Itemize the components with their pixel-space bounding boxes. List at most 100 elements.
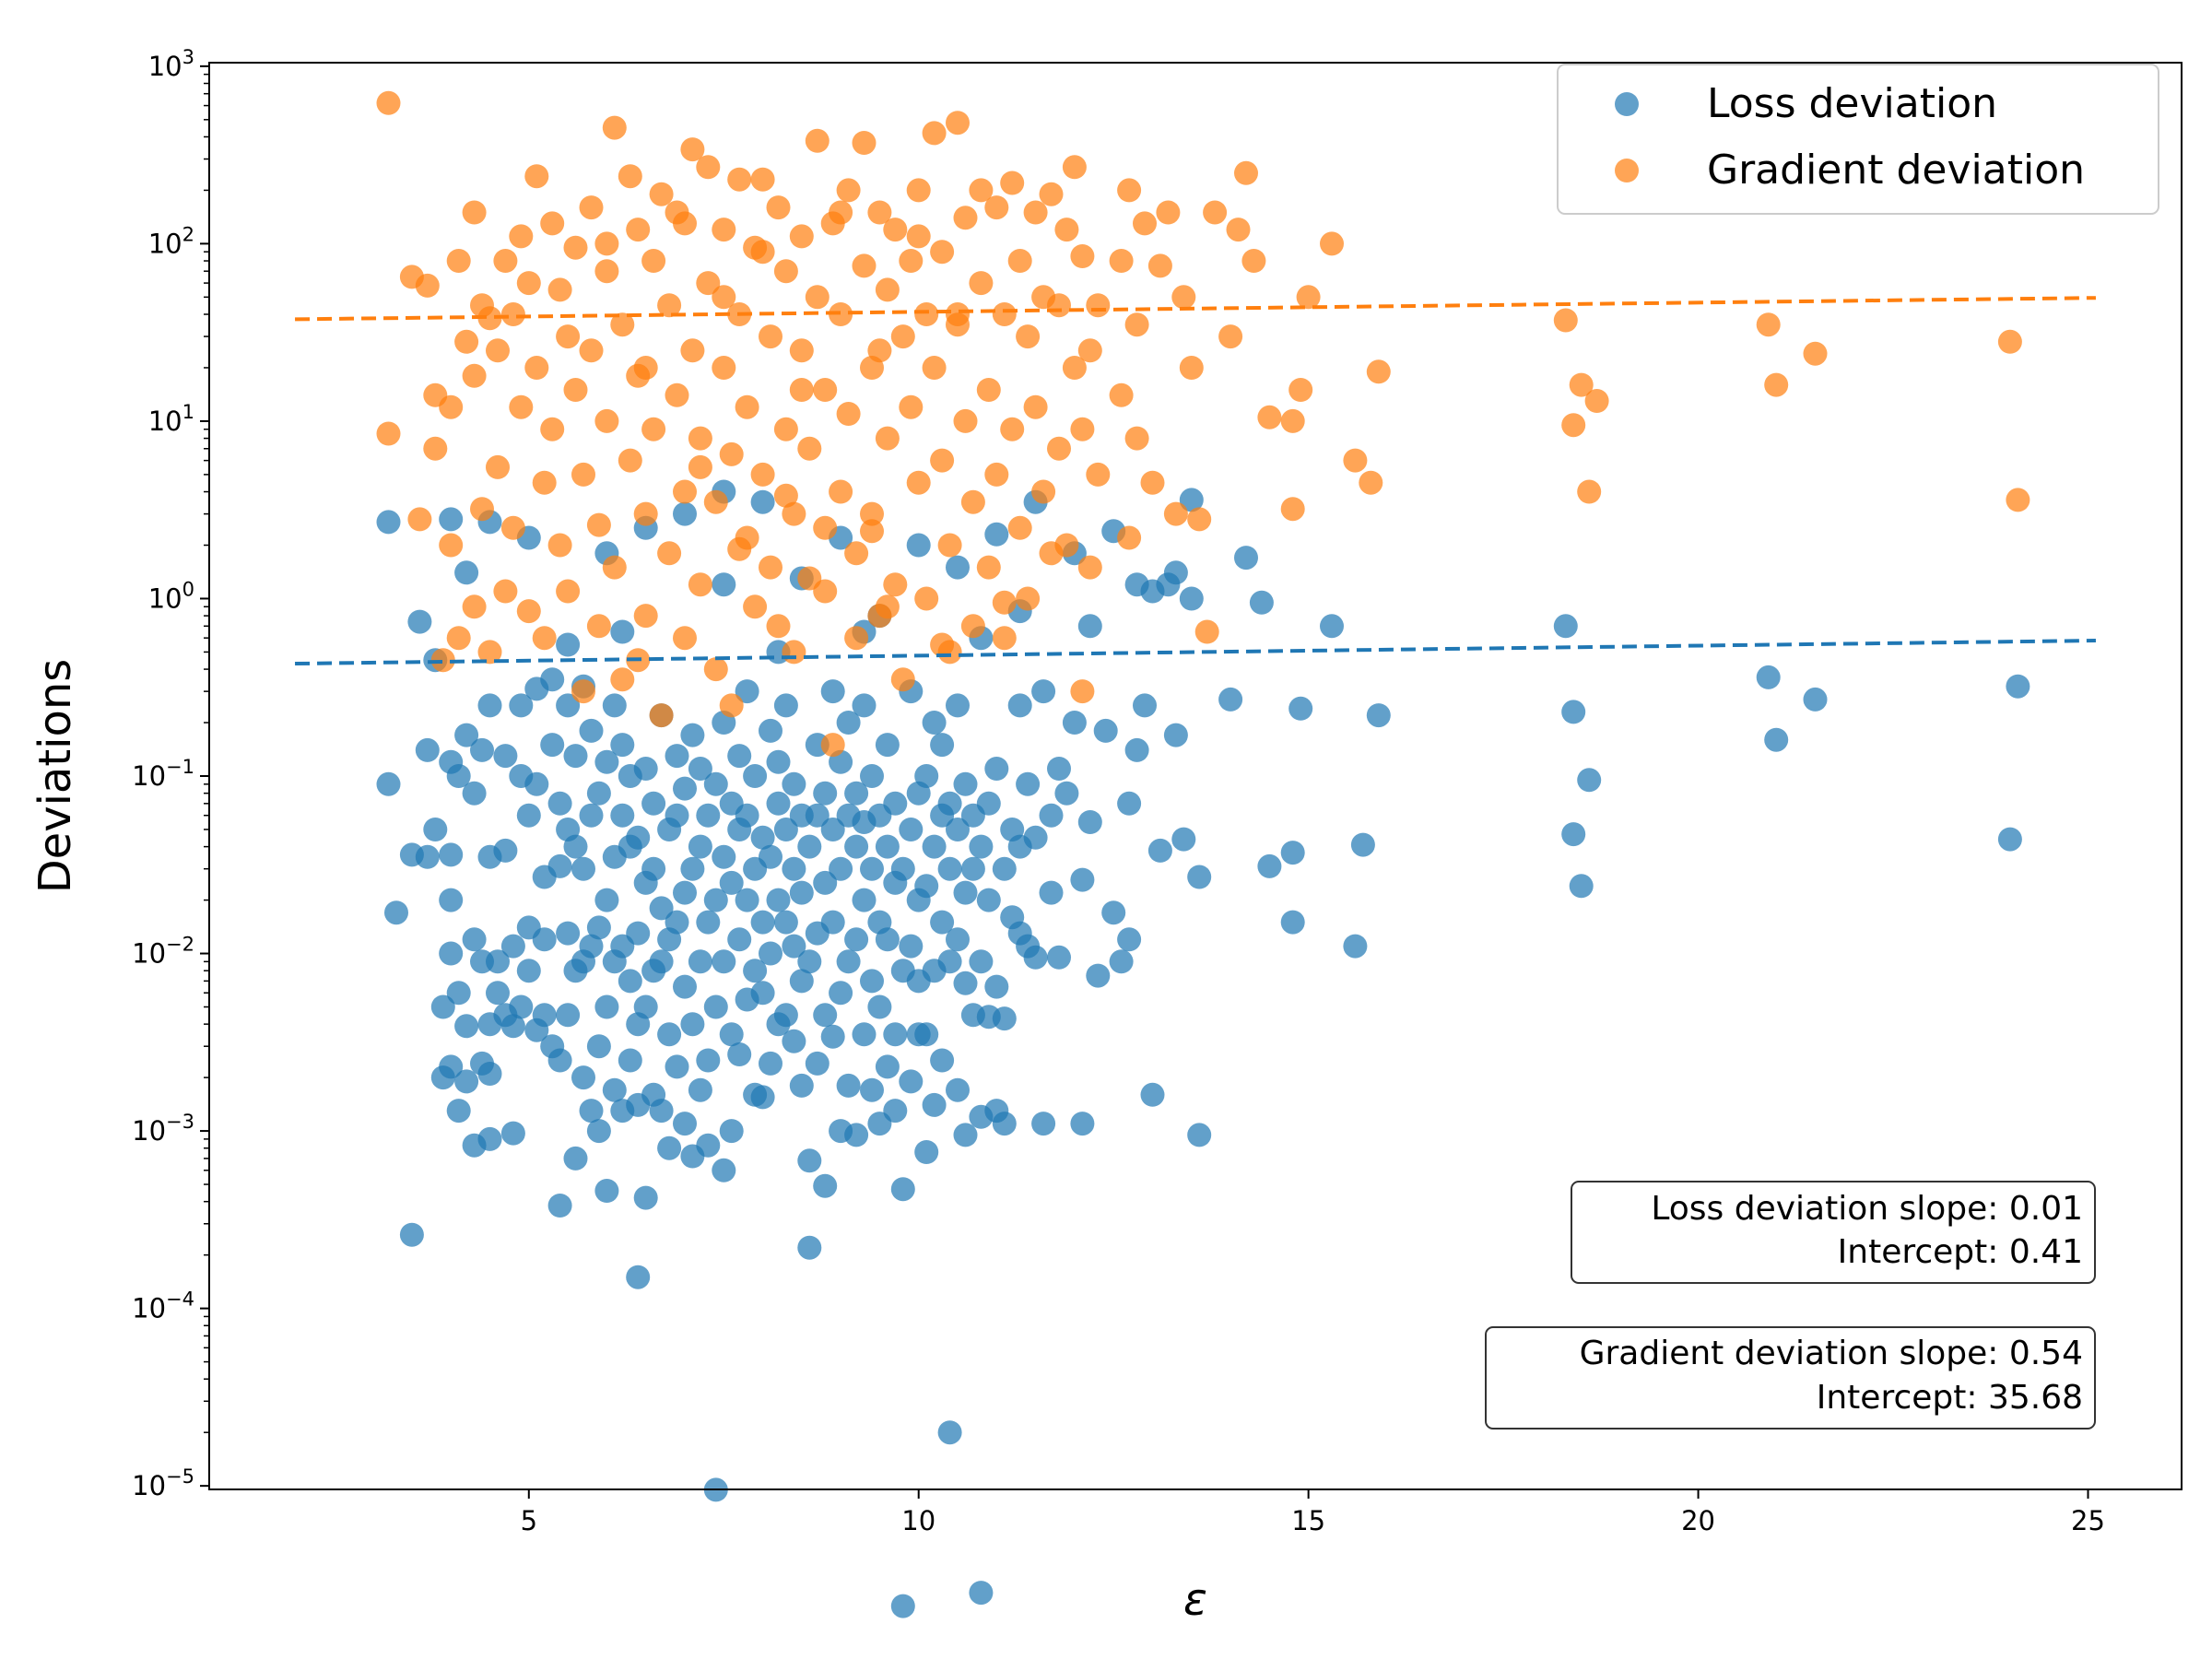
gradient-point (586, 614, 611, 639)
gradient-point (556, 324, 581, 349)
gradient-point (618, 164, 642, 189)
loss-point (860, 1077, 884, 1102)
loss-point (797, 949, 822, 974)
loss-point (696, 1048, 721, 1073)
loss-point (773, 1003, 798, 1028)
y-axis-label: Deviations (29, 659, 81, 894)
loss-point (890, 856, 915, 881)
gradient-point (673, 211, 697, 236)
gradient-point (688, 572, 712, 597)
gradient-point (719, 441, 744, 466)
gradient-point (579, 195, 604, 220)
gradient-point (953, 206, 978, 230)
loss-point (1124, 572, 1149, 597)
loss-point (2006, 674, 2030, 699)
loss-point (883, 1099, 908, 1124)
gradient-point (727, 536, 752, 561)
loss-point (813, 1003, 838, 1028)
legend-label-loss: Loss deviation (1707, 80, 1997, 127)
gradient-point (1023, 394, 1048, 419)
gradient-point (657, 293, 682, 318)
gradient-point (860, 519, 884, 544)
loss-point (1249, 590, 1274, 615)
loss-point (610, 733, 635, 758)
y-tick-label: 10−5 (132, 1465, 194, 1501)
loss-point (399, 1222, 424, 1247)
loss-point (1803, 687, 1828, 712)
gradient-point (1257, 405, 1282, 429)
loss-point (384, 900, 408, 925)
loss-point (1039, 880, 1064, 905)
series-1 (376, 90, 2030, 758)
loss-point (735, 803, 759, 828)
loss-point (844, 834, 869, 859)
gradient-point (1366, 359, 1391, 384)
gradient-point (376, 90, 401, 115)
gradient-point (2006, 488, 2030, 512)
loss-point (586, 915, 611, 940)
loss-point (953, 971, 978, 995)
loss-point (1561, 822, 1586, 847)
gradient-point (532, 470, 557, 495)
gradient-point (860, 501, 884, 526)
gradient-point (1179, 356, 1204, 380)
legend-label-gradient: Gradient deviation (1707, 147, 2085, 194)
loss-point (633, 994, 658, 1019)
loss-point (759, 844, 782, 869)
loss-point (626, 921, 651, 946)
gradient-point (618, 448, 642, 473)
loss-point (439, 1054, 464, 1079)
gradient-point (1320, 231, 1344, 256)
loss-point (556, 693, 581, 718)
loss-point (719, 870, 744, 895)
loss-point (743, 959, 768, 983)
gradient-point (930, 240, 955, 265)
loss-point (665, 803, 689, 828)
loss-point (899, 934, 924, 959)
gradient-point (773, 417, 798, 441)
gradient-point (641, 249, 666, 273)
gradient-point (992, 626, 1017, 651)
loss-point (454, 1069, 479, 1094)
gradient-point (1133, 211, 1157, 236)
gradient-point (571, 679, 595, 704)
gradient-point (906, 178, 931, 203)
gradient-point (773, 483, 798, 508)
gradient-point (1234, 160, 1258, 185)
gradient-point (1163, 501, 1188, 526)
loss-point (696, 910, 721, 935)
loss-point (680, 856, 705, 881)
loss-point (657, 1135, 682, 1160)
loss-fit-line (295, 639, 2096, 666)
loss-point (766, 791, 791, 816)
gradient-point (906, 224, 931, 249)
loss-point (649, 896, 674, 921)
loss-point (376, 771, 401, 796)
gradient-point (1062, 356, 1087, 380)
loss-point (883, 1022, 908, 1047)
gradient-point (493, 249, 518, 273)
loss-point (1133, 693, 1157, 718)
loss-point (1288, 696, 1313, 721)
gradient-point (516, 599, 541, 624)
loss-point (423, 818, 448, 841)
loss-point (813, 781, 838, 806)
gradient-point (782, 640, 806, 665)
loss-point (946, 927, 970, 952)
loss-point (735, 888, 759, 912)
gradient-point (1218, 324, 1243, 349)
gradient-point (696, 271, 721, 296)
gradient-point (1109, 382, 1134, 407)
gradient-fit-annotation: Gradient deviation slope: 0.54 Intercept… (1485, 1326, 2096, 1430)
gradient-point (1007, 515, 1032, 540)
gradient-point (976, 378, 1001, 402)
loss-point (829, 856, 853, 881)
loss-point (415, 844, 440, 869)
loss-point (439, 888, 464, 912)
loss-point (984, 974, 1009, 999)
gradient-point (1124, 426, 1149, 451)
loss-point (852, 693, 877, 718)
loss-point (696, 803, 721, 828)
loss-point (914, 1022, 939, 1047)
gradient-point (1000, 171, 1025, 195)
